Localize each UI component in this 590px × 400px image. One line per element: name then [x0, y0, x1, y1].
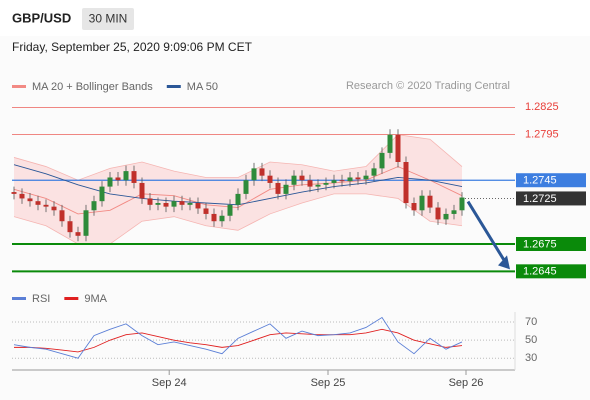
legend-swatch	[12, 85, 26, 88]
candle-body	[291, 175, 297, 185]
candle-body	[163, 203, 169, 207]
candle-body	[91, 201, 97, 211]
candle-body	[307, 180, 313, 187]
x-tick-label: Sep 25	[311, 377, 346, 389]
candle-body	[203, 208, 209, 214]
rsi-ma-line	[14, 328, 463, 353]
candle-body	[419, 195, 425, 211]
band-edge	[13, 134, 463, 181]
candle-body	[427, 195, 433, 208]
candle-body	[219, 215, 225, 222]
x-tick-label: Sep 24	[152, 377, 187, 389]
candle-body	[211, 213, 217, 222]
candle-body	[435, 207, 441, 220]
level-box	[516, 173, 586, 188]
candle-body	[403, 162, 409, 203]
candle-body	[267, 175, 273, 183]
candle-body	[171, 201, 177, 207]
candle-body	[51, 206, 57, 211]
level-box	[516, 264, 586, 279]
candle-body	[387, 134, 393, 153]
candle-body	[19, 193, 25, 199]
candle-body	[187, 203, 193, 205]
candle-body	[379, 152, 385, 169]
forecast-arrow	[466, 200, 508, 265]
rsi-legend-label: 9MA	[84, 293, 107, 305]
candle-body	[283, 184, 289, 194]
credit: Research © 2020 Trading Central	[346, 80, 510, 92]
candle-body	[275, 182, 281, 194]
candle-body	[155, 203, 161, 205]
candle-body	[347, 177, 353, 182]
candle-body	[451, 210, 457, 214]
symbol: GBP/USD	[12, 10, 71, 25]
candle-body	[123, 171, 129, 181]
candle-body	[67, 221, 73, 233]
candle-body	[75, 232, 81, 236]
candle-body	[115, 177, 121, 181]
current-price-label: 1.2725	[523, 193, 557, 205]
candle-body	[251, 168, 257, 181]
candle-body	[363, 175, 369, 180]
candle-body	[411, 203, 417, 211]
level-label: 1.2745	[523, 175, 557, 187]
rsi-tick-label: 50	[525, 334, 537, 346]
level-label: 1.2795	[525, 129, 559, 141]
candle-body	[243, 180, 249, 194]
candle-body	[99, 186, 105, 202]
level-label: 1.2825	[525, 101, 559, 113]
candle-body	[395, 134, 401, 162]
candle-body	[459, 197, 465, 211]
rsi-legend-label: RSI	[32, 293, 50, 305]
candle-body	[107, 177, 113, 187]
forecast-arrowhead	[498, 255, 510, 270]
candle-body	[355, 177, 361, 180]
candle-body	[339, 180, 345, 182]
rsi-legend-swatch	[12, 297, 26, 300]
rsi-rsi-line	[13, 316, 463, 359]
datetime: Friday, September 25, 2020 9:09:06 PM CE…	[12, 40, 253, 54]
level-box	[516, 237, 586, 251]
x-tick-label: Sep 26	[449, 377, 484, 389]
interval: 30 MIN	[89, 12, 128, 26]
candle-body	[43, 204, 49, 207]
rsi-tick-label: 70	[525, 316, 537, 328]
candle-body	[195, 203, 201, 209]
legend-swatch	[166, 85, 181, 88]
rsi-legend-swatch	[64, 297, 79, 300]
candle-body	[235, 193, 241, 205]
candle-body	[179, 201, 185, 205]
legend-label: MA 20 + Bollinger Bands	[32, 81, 153, 93]
level-label: 1.2675	[523, 238, 557, 250]
candle-body	[147, 198, 153, 205]
candle-body	[59, 210, 65, 222]
candle-body	[83, 210, 89, 236]
candle-body	[131, 171, 137, 183]
candle-body	[323, 182, 329, 185]
current-price-box	[516, 191, 586, 206]
candle-body	[27, 198, 33, 202]
rsi-tick-label: 30	[525, 352, 537, 364]
candle-body	[259, 168, 265, 176]
level-label: 1.2645	[523, 266, 557, 278]
candle-body	[139, 182, 145, 199]
candle-body	[35, 201, 41, 205]
candle-body	[11, 192, 17, 194]
interval-badge[interactable]	[82, 8, 134, 30]
candle-body	[315, 184, 321, 187]
candle-body	[331, 180, 337, 183]
candle-body	[299, 175, 305, 181]
candle-body	[227, 204, 233, 216]
candle-body	[443, 213, 449, 220]
legend-label: MA 50	[187, 81, 218, 93]
candle-body	[371, 168, 377, 176]
